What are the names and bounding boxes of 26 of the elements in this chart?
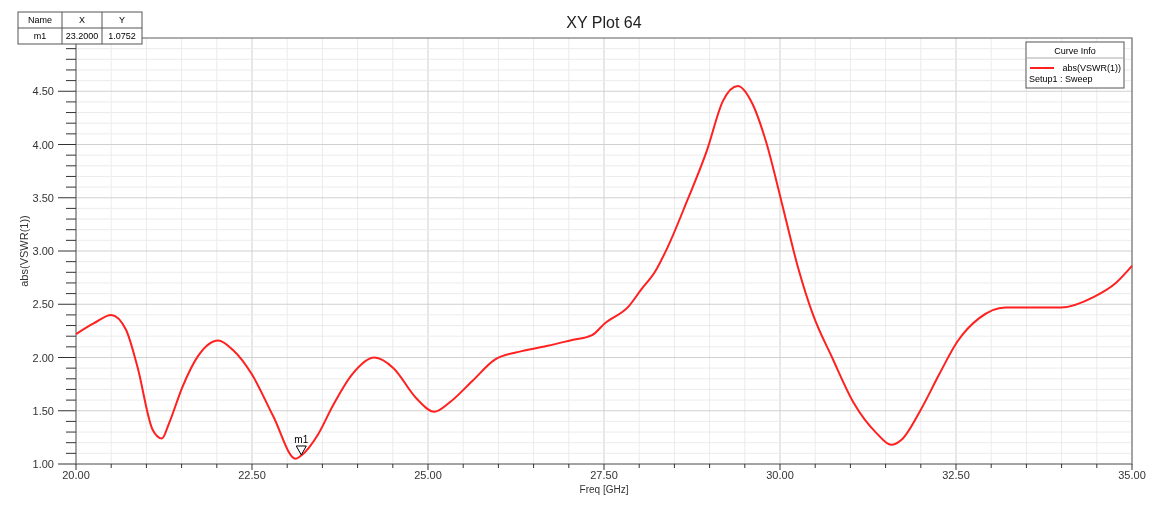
- y-axis-title: abs(VSWR(1)): [18, 215, 30, 287]
- x-tick-label: 27.50: [590, 469, 618, 481]
- x-tick-label: 25.00: [414, 469, 442, 481]
- annotation: Setup1 : Sweep: [1029, 74, 1093, 84]
- y-tick-label: 4.50: [32, 85, 54, 98]
- annotation: 1.0752: [108, 31, 136, 41]
- legend-label: abs(VSWR(1)): [1062, 63, 1121, 73]
- annotation: 23.2000: [65, 31, 99, 41]
- annotation: m1: [294, 433, 309, 445]
- x-tick-label: 30.00: [766, 469, 794, 481]
- y-tick-label: 2.00: [32, 351, 54, 364]
- y-tick-label: 1.50: [32, 404, 54, 417]
- marker-table: Name m1 X 23.2000 Y 1.0752: [17, 11, 143, 45]
- y-tick-label: 2.50: [32, 298, 54, 311]
- y-tick-label: 3.50: [32, 191, 54, 204]
- x-axis-title: Freq [GHz]: [579, 484, 629, 495]
- line-series: [75, 84, 1133, 460]
- y-tick-label: 1.00: [32, 458, 54, 470]
- y-tick-label: 3.00: [32, 245, 54, 257]
- x-tick-label: 32.50: [942, 469, 970, 481]
- x-tick-label: 22.50: [238, 469, 266, 481]
- legend-title: Curve Info: [1054, 46, 1096, 56]
- y-tick-label: 4.00: [32, 138, 54, 151]
- chart-title: XY Plot 64: [566, 14, 642, 31]
- x-tick-label: 20.00: [62, 469, 90, 481]
- x-tick-label: 35.00: [1118, 469, 1146, 481]
